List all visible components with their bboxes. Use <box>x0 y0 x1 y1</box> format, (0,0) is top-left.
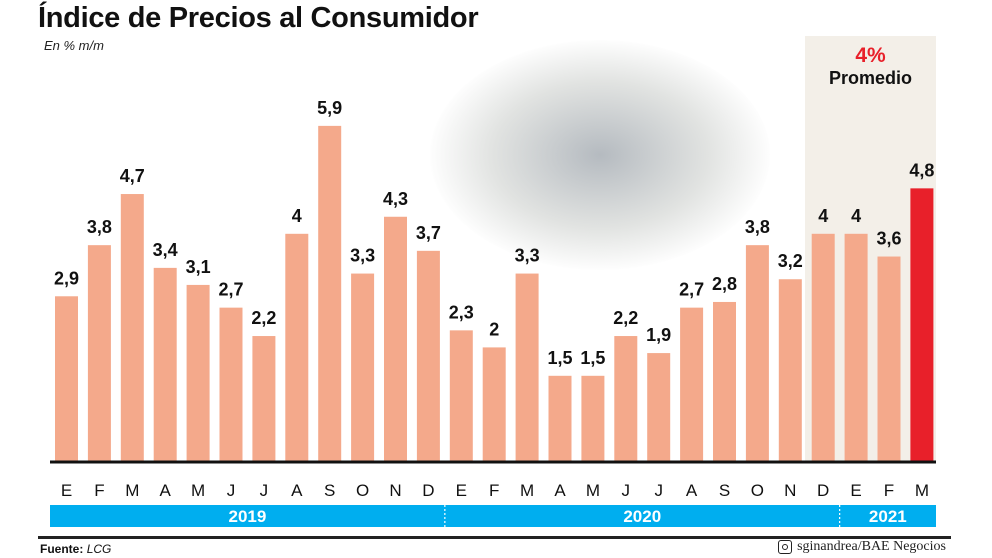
month-label: S <box>719 481 730 500</box>
value-label: 2,8 <box>712 274 737 294</box>
bar <box>647 353 671 461</box>
month-label: A <box>291 481 303 500</box>
value-label: 2,2 <box>613 308 638 328</box>
year-label: 2019 <box>229 507 267 526</box>
value-label: 2,7 <box>679 280 704 300</box>
bar <box>384 216 407 461</box>
bar <box>351 273 375 461</box>
month-label: M <box>915 481 929 500</box>
month-label: M <box>125 481 139 500</box>
month-label: M <box>191 481 205 500</box>
value-label: 3,8 <box>87 217 112 237</box>
month-label: D <box>422 481 434 500</box>
year-label: 2021 <box>869 507 907 526</box>
month-label: J <box>260 481 269 500</box>
value-label: 1,9 <box>646 325 671 345</box>
bar <box>285 233 309 461</box>
month-label: A <box>554 481 566 500</box>
month-label: J <box>654 481 663 500</box>
average-value: 4% <box>855 44 886 67</box>
value-label: 3,8 <box>745 217 770 237</box>
month-label: A <box>686 481 698 500</box>
bar <box>614 336 638 461</box>
month-label: J <box>227 481 236 500</box>
bar <box>811 233 835 461</box>
credit-text: sginandrea/BAE Negocios <box>797 539 946 554</box>
value-label: 4 <box>818 206 828 226</box>
month-label: M <box>586 481 600 500</box>
source-label: Fuente: <box>40 542 84 556</box>
month-label: D <box>817 481 829 500</box>
value-label: 2,3 <box>449 302 474 322</box>
bar <box>713 301 736 461</box>
month-label: A <box>160 481 172 500</box>
value-label: 4 <box>851 206 861 226</box>
chart-subtitle: En % m/m <box>44 38 104 53</box>
average-label: Promedio <box>828 68 912 88</box>
bar <box>581 375 605 461</box>
month-label: E <box>61 481 72 500</box>
bar <box>449 330 473 461</box>
bar <box>252 336 276 461</box>
value-label: 3,6 <box>876 229 901 249</box>
value-label: 2,2 <box>251 308 276 328</box>
bar <box>416 250 440 461</box>
bar <box>745 245 769 461</box>
month-label: E <box>850 481 861 500</box>
value-label: 4,8 <box>909 160 934 180</box>
bar <box>778 279 802 461</box>
month-label: M <box>520 481 534 500</box>
month-label: F <box>94 481 104 500</box>
chart-title: Índice de Precios al Consumidor <box>38 2 479 34</box>
bar <box>680 307 704 461</box>
market-photo <box>430 40 770 270</box>
month-label: N <box>784 481 796 500</box>
footer-rule <box>38 536 951 539</box>
value-label: 4,3 <box>383 189 408 209</box>
bar <box>877 256 901 461</box>
instagram-icon <box>778 540 793 554</box>
value-label: 2,7 <box>218 280 243 300</box>
value-label: 3,1 <box>186 257 211 277</box>
bar <box>120 194 144 462</box>
value-label: 4 <box>292 206 302 226</box>
bar <box>482 347 506 461</box>
value-label: 5,9 <box>317 98 342 118</box>
year-band <box>50 505 936 527</box>
bar <box>186 284 210 461</box>
value-label: 3,3 <box>515 246 540 266</box>
month-label: F <box>884 481 894 500</box>
month-label: S <box>324 481 335 500</box>
bar <box>153 267 177 461</box>
credit: sginandrea/BAE Negocios <box>778 539 946 555</box>
value-label: 1,5 <box>580 348 605 368</box>
month-label: E <box>456 481 467 500</box>
bar <box>515 273 539 461</box>
value-label: 3,3 <box>350 246 375 266</box>
year-label: 2020 <box>623 507 661 526</box>
source: Fuente: LCG <box>40 542 111 556</box>
bar <box>844 233 868 461</box>
bar <box>548 375 572 461</box>
month-label: J <box>622 481 631 500</box>
month-label: N <box>389 481 401 500</box>
value-label: 3,7 <box>416 223 441 243</box>
bar <box>219 307 243 461</box>
value-label: 3,4 <box>153 240 178 260</box>
month-label: O <box>751 481 764 500</box>
value-label: 2 <box>489 319 499 339</box>
bar <box>910 188 934 462</box>
month-label: O <box>356 481 369 500</box>
value-label: 1,5 <box>547 348 572 368</box>
bar <box>55 296 78 461</box>
month-label: F <box>489 481 499 500</box>
value-label: 2,9 <box>54 268 79 288</box>
value-label: 4,7 <box>120 166 145 186</box>
source-value: LCG <box>86 542 112 556</box>
bar <box>318 125 342 461</box>
value-label: 3,2 <box>778 251 803 271</box>
bar <box>87 245 111 461</box>
